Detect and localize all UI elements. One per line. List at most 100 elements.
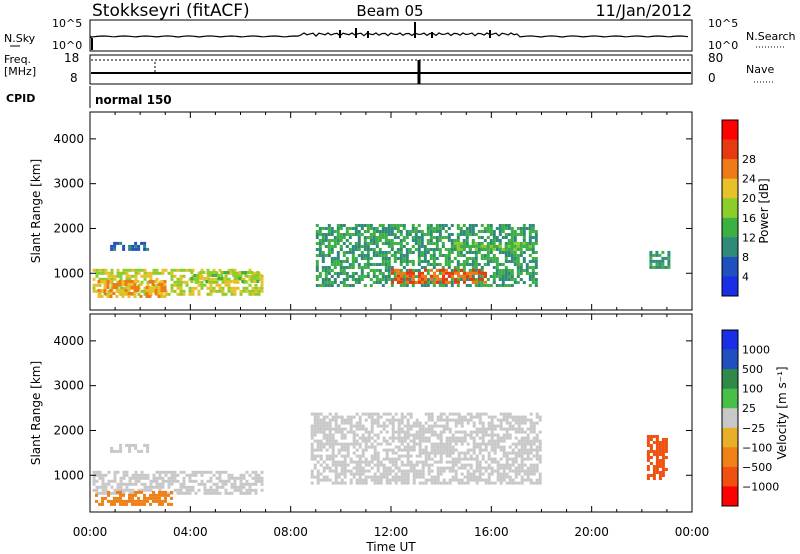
power-cell (507, 251, 511, 254)
power-cell (489, 239, 493, 242)
velocity-cell (334, 460, 338, 464)
velocity-colorbar-tick: 25 (742, 402, 756, 415)
power-cell (130, 280, 134, 283)
power-cell (384, 269, 388, 272)
power-cell (390, 266, 394, 269)
velocity-cell (358, 466, 362, 470)
power-cell (525, 266, 529, 269)
velocity-cell (361, 436, 365, 440)
power-cell (342, 236, 346, 239)
power-cell (200, 280, 204, 284)
power-cell (411, 245, 415, 248)
velocity-cell (526, 433, 530, 437)
velocity-cell (125, 485, 129, 489)
power-cell (167, 292, 171, 296)
velocity-cell (113, 488, 117, 492)
power-cell (528, 236, 532, 239)
velocity-cell (661, 438, 665, 441)
power-cell (333, 230, 337, 233)
power-cell (354, 233, 358, 236)
velocity-cell (427, 454, 431, 458)
power-cell (98, 268, 102, 272)
velocity-cell (481, 424, 485, 428)
velocity-cell (469, 478, 473, 482)
velocity-cell (655, 450, 659, 453)
power-cell (438, 236, 442, 239)
power-cell (339, 227, 343, 230)
velocity-cell (421, 433, 425, 437)
velocity-cell (430, 442, 434, 446)
power-cell (447, 248, 451, 251)
power-cell (336, 260, 340, 263)
velocity-cell (445, 436, 449, 440)
velocity-cell (535, 466, 539, 470)
power-cell (478, 268, 481, 272)
velocity-cell (454, 436, 458, 440)
power-cell (128, 247, 132, 251)
power-cell (450, 269, 454, 272)
velocity-cell (475, 430, 479, 434)
power-cell (495, 239, 499, 242)
power-cell (421, 277, 424, 281)
power-cell (649, 253, 653, 257)
velocity-cell (149, 496, 152, 500)
power-cell (330, 233, 334, 236)
power-cell (483, 227, 487, 230)
velocity-cell (406, 475, 410, 479)
power-cell (199, 277, 203, 280)
velocity-cell (418, 475, 422, 479)
freq-right-tick-bottom: 0 (708, 71, 716, 85)
power-cell (384, 236, 388, 239)
power-cell (160, 295, 164, 298)
power-cell (357, 248, 361, 251)
velocity-cell (370, 436, 374, 440)
velocity-cell (116, 470, 120, 474)
velocity-cell (538, 442, 542, 446)
velocity-cell (439, 469, 443, 473)
power-cell (381, 257, 385, 260)
velocity-cell (469, 466, 473, 470)
velocity-cell (664, 456, 668, 459)
velocity-cell (505, 415, 509, 419)
velocity-cell (451, 448, 455, 452)
velocity-cell (421, 424, 425, 428)
power-cell (339, 266, 343, 269)
velocity-cell (418, 430, 422, 434)
power-cell (457, 274, 460, 278)
power-cell (474, 266, 478, 269)
velocity-cell (511, 469, 515, 473)
velocity-cell (664, 441, 668, 444)
power-cell (378, 224, 382, 227)
power-cell (366, 224, 370, 227)
power-cell (513, 247, 517, 251)
velocity-cell (310, 430, 314, 434)
velocity-cell (448, 454, 452, 458)
power-cell (412, 280, 415, 284)
velocity-cell (508, 475, 512, 479)
velocity-cell (239, 482, 243, 486)
power-cell (498, 275, 502, 278)
velocity-cell (140, 476, 144, 480)
power-cell (450, 281, 454, 284)
power-cell (318, 239, 322, 242)
velocity-cell (346, 418, 350, 422)
velocity-cell (385, 466, 389, 470)
velocity-cell (230, 473, 234, 477)
velocity-cell (119, 502, 122, 506)
velocity-cell (424, 478, 428, 482)
velocity-cell (418, 433, 422, 437)
velocity-cell (122, 488, 126, 492)
velocity-cell (532, 481, 536, 485)
velocity-cell (179, 491, 183, 495)
power-cell (495, 272, 499, 275)
power-cell (384, 257, 388, 260)
power-cell (354, 224, 358, 227)
power-cell (233, 277, 237, 281)
power-cell (164, 292, 168, 296)
power-cell (480, 236, 484, 239)
power-cell (315, 248, 319, 251)
power-cell (342, 269, 346, 272)
velocity-cell (358, 481, 362, 485)
velocity-cell (322, 424, 326, 428)
power-cell (170, 289, 174, 293)
